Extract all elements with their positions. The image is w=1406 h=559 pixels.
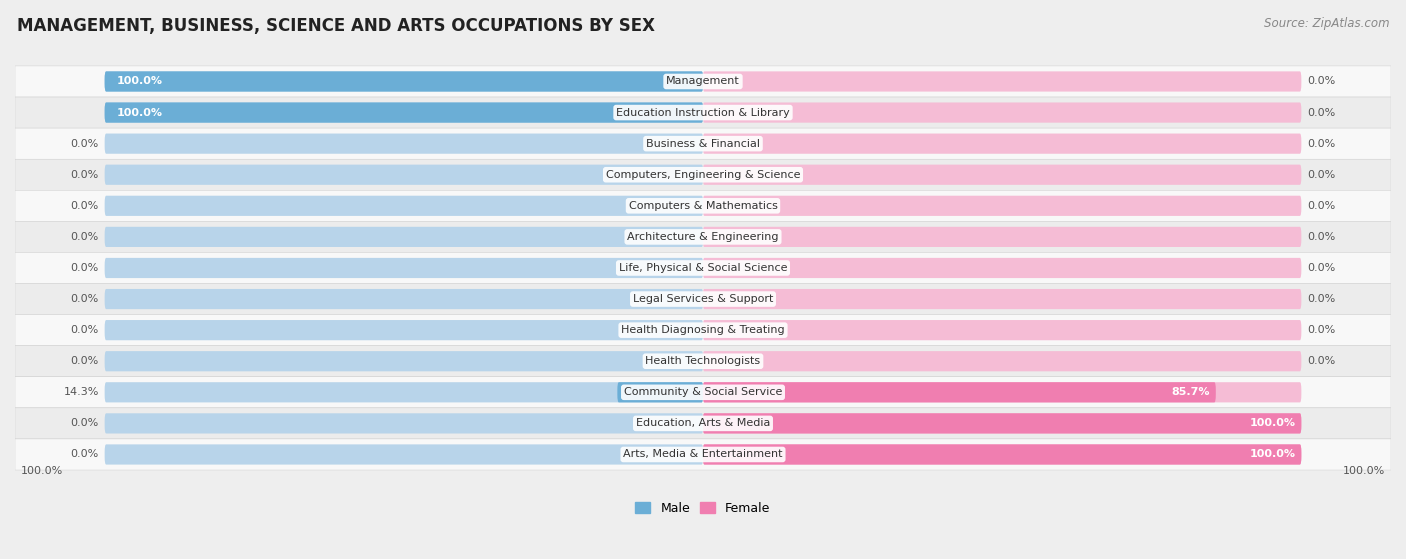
FancyBboxPatch shape — [15, 190, 1391, 221]
Text: 0.0%: 0.0% — [70, 418, 98, 428]
Text: 0.0%: 0.0% — [70, 294, 98, 304]
FancyBboxPatch shape — [703, 134, 1302, 154]
FancyBboxPatch shape — [104, 102, 703, 122]
FancyBboxPatch shape — [703, 102, 1302, 122]
FancyBboxPatch shape — [104, 102, 703, 122]
FancyBboxPatch shape — [703, 382, 1216, 402]
Text: Community & Social Service: Community & Social Service — [624, 387, 782, 397]
Text: 0.0%: 0.0% — [1308, 325, 1336, 335]
FancyBboxPatch shape — [104, 320, 703, 340]
Text: 0.0%: 0.0% — [70, 263, 98, 273]
Text: 0.0%: 0.0% — [1308, 232, 1336, 242]
FancyBboxPatch shape — [703, 444, 1302, 465]
FancyBboxPatch shape — [104, 382, 703, 402]
FancyBboxPatch shape — [703, 227, 1302, 247]
FancyBboxPatch shape — [104, 165, 703, 185]
FancyBboxPatch shape — [703, 289, 1302, 309]
Text: 0.0%: 0.0% — [70, 201, 98, 211]
Text: Management: Management — [666, 77, 740, 87]
Text: 0.0%: 0.0% — [70, 325, 98, 335]
Text: Business & Financial: Business & Financial — [645, 139, 761, 149]
Text: 85.7%: 85.7% — [1171, 387, 1209, 397]
FancyBboxPatch shape — [104, 72, 703, 92]
Text: 0.0%: 0.0% — [1308, 294, 1336, 304]
Text: Education Instruction & Library: Education Instruction & Library — [616, 107, 790, 117]
FancyBboxPatch shape — [104, 227, 703, 247]
FancyBboxPatch shape — [15, 66, 1391, 97]
Text: 0.0%: 0.0% — [1308, 356, 1336, 366]
FancyBboxPatch shape — [703, 196, 1302, 216]
FancyBboxPatch shape — [104, 289, 703, 309]
FancyBboxPatch shape — [703, 382, 1302, 402]
Text: 100.0%: 100.0% — [21, 466, 63, 476]
FancyBboxPatch shape — [104, 134, 703, 154]
FancyBboxPatch shape — [15, 128, 1391, 159]
Text: 100.0%: 100.0% — [117, 107, 163, 117]
FancyBboxPatch shape — [703, 258, 1302, 278]
Text: 100.0%: 100.0% — [1250, 449, 1295, 459]
Text: 0.0%: 0.0% — [70, 170, 98, 180]
FancyBboxPatch shape — [617, 382, 703, 402]
FancyBboxPatch shape — [15, 315, 1391, 345]
FancyBboxPatch shape — [15, 377, 1391, 408]
FancyBboxPatch shape — [15, 408, 1391, 439]
FancyBboxPatch shape — [703, 413, 1302, 433]
Text: Source: ZipAtlas.com: Source: ZipAtlas.com — [1264, 17, 1389, 30]
Text: 0.0%: 0.0% — [70, 449, 98, 459]
Text: Architecture & Engineering: Architecture & Engineering — [627, 232, 779, 242]
Text: 0.0%: 0.0% — [1308, 107, 1336, 117]
Text: 100.0%: 100.0% — [1343, 466, 1385, 476]
Text: Health Technologists: Health Technologists — [645, 356, 761, 366]
FancyBboxPatch shape — [703, 320, 1302, 340]
Text: Life, Physical & Social Science: Life, Physical & Social Science — [619, 263, 787, 273]
Text: 14.3%: 14.3% — [63, 387, 98, 397]
Text: 0.0%: 0.0% — [1308, 170, 1336, 180]
FancyBboxPatch shape — [104, 413, 703, 433]
Text: 0.0%: 0.0% — [1308, 263, 1336, 273]
Text: MANAGEMENT, BUSINESS, SCIENCE AND ARTS OCCUPATIONS BY SEX: MANAGEMENT, BUSINESS, SCIENCE AND ARTS O… — [17, 17, 655, 35]
FancyBboxPatch shape — [703, 165, 1302, 185]
Text: Computers & Mathematics: Computers & Mathematics — [628, 201, 778, 211]
FancyBboxPatch shape — [15, 97, 1391, 128]
FancyBboxPatch shape — [703, 444, 1302, 465]
FancyBboxPatch shape — [703, 413, 1302, 433]
FancyBboxPatch shape — [15, 253, 1391, 283]
Text: Computers, Engineering & Science: Computers, Engineering & Science — [606, 170, 800, 180]
FancyBboxPatch shape — [104, 258, 703, 278]
Text: 0.0%: 0.0% — [1308, 201, 1336, 211]
FancyBboxPatch shape — [104, 72, 703, 92]
Text: 100.0%: 100.0% — [1250, 418, 1295, 428]
FancyBboxPatch shape — [104, 196, 703, 216]
FancyBboxPatch shape — [15, 439, 1391, 470]
FancyBboxPatch shape — [104, 444, 703, 465]
Text: 100.0%: 100.0% — [117, 77, 163, 87]
Text: 0.0%: 0.0% — [70, 139, 98, 149]
Text: Arts, Media & Entertainment: Arts, Media & Entertainment — [623, 449, 783, 459]
Text: 0.0%: 0.0% — [1308, 77, 1336, 87]
Text: Health Diagnosing & Treating: Health Diagnosing & Treating — [621, 325, 785, 335]
Text: 0.0%: 0.0% — [70, 232, 98, 242]
FancyBboxPatch shape — [15, 283, 1391, 315]
Text: 0.0%: 0.0% — [1308, 139, 1336, 149]
FancyBboxPatch shape — [15, 159, 1391, 190]
FancyBboxPatch shape — [703, 72, 1302, 92]
FancyBboxPatch shape — [15, 345, 1391, 377]
FancyBboxPatch shape — [104, 351, 703, 371]
Legend: Male, Female: Male, Female — [630, 497, 776, 520]
Text: Legal Services & Support: Legal Services & Support — [633, 294, 773, 304]
Text: 0.0%: 0.0% — [70, 356, 98, 366]
FancyBboxPatch shape — [703, 351, 1302, 371]
Text: Education, Arts & Media: Education, Arts & Media — [636, 418, 770, 428]
FancyBboxPatch shape — [15, 221, 1391, 253]
